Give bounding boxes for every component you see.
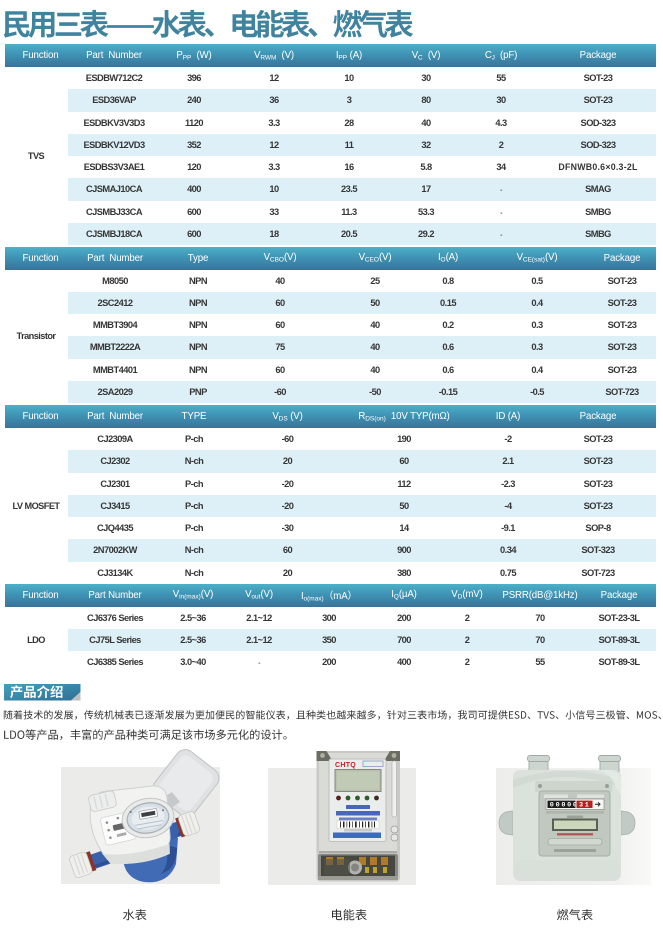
svg-text:31: 31: [579, 802, 591, 810]
svg-text:CHTQ: CHTQ: [335, 762, 356, 769]
svg-text:00000: 00000: [550, 802, 579, 810]
